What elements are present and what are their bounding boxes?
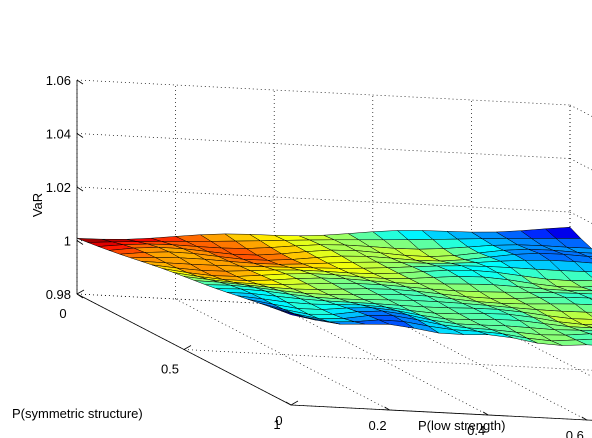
y-axis-label: P(symmetric structure) — [12, 406, 143, 421]
surface-mesh — [76, 226, 592, 346]
x-tick — [581, 416, 588, 421]
y-tick — [76, 289, 85, 295]
grid-line — [175, 298, 390, 411]
grid-line — [183, 349, 592, 371]
z-tick-label: 1.02 — [46, 180, 71, 195]
z-axis-label: VaR — [30, 193, 45, 217]
z-tick — [76, 79, 84, 85]
grid-line — [76, 133, 571, 159]
x-tick-label: 0.6 — [566, 428, 584, 438]
y-tick-label: 0 — [59, 306, 66, 321]
axes-box — [76, 79, 592, 421]
x-axis-label: P(low strength) — [418, 418, 505, 433]
grid-line — [274, 303, 489, 416]
z-tick — [76, 293, 84, 299]
y-tick-label: 0.5 — [161, 362, 179, 377]
x-tick-label: 0.2 — [369, 418, 387, 433]
surface-face — [280, 310, 316, 321]
z-tick — [76, 186, 84, 192]
x-tick — [482, 411, 489, 416]
grid-line — [569, 104, 592, 117]
y-tick — [183, 345, 192, 350]
x-tick — [384, 406, 390, 411]
x-axis-line — [290, 404, 592, 421]
x-tick-label: 0.4 — [467, 423, 485, 438]
z-tick-label: 1 — [64, 234, 71, 249]
z-tick-label: 0.98 — [46, 287, 71, 302]
x-tick-label: 0 — [275, 413, 282, 428]
grid-line — [76, 186, 571, 213]
x-tick — [285, 401, 292, 406]
y-tick-label: 1 — [273, 417, 280, 432]
y-tick — [290, 400, 299, 406]
z-tick — [76, 133, 84, 138]
z-tick — [76, 240, 84, 245]
grid-line — [76, 79, 571, 106]
z-tick-label: 1.04 — [46, 127, 71, 142]
z-tick-label: 1.06 — [46, 73, 71, 88]
